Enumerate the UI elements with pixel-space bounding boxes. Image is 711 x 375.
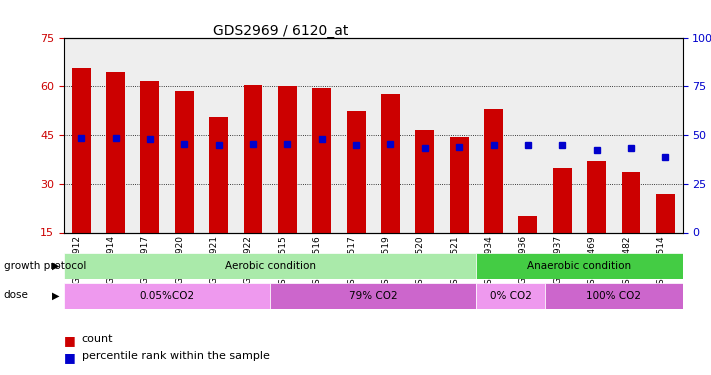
Bar bbox=[106, 72, 125, 232]
Bar bbox=[141, 81, 159, 232]
Text: Anaerobic condition: Anaerobic condition bbox=[528, 261, 631, 271]
Text: GDS2969 / 6120_at: GDS2969 / 6120_at bbox=[213, 24, 348, 38]
Bar bbox=[312, 88, 331, 232]
Bar bbox=[621, 172, 641, 232]
Bar bbox=[278, 86, 296, 232]
Text: count: count bbox=[82, 334, 113, 344]
Bar bbox=[553, 168, 572, 232]
Bar bbox=[656, 194, 675, 232]
Bar bbox=[64, 283, 270, 309]
Bar bbox=[518, 216, 538, 232]
Bar bbox=[175, 91, 193, 232]
Bar bbox=[72, 68, 90, 232]
Text: percentile rank within the sample: percentile rank within the sample bbox=[82, 351, 269, 361]
Bar bbox=[64, 253, 476, 279]
Bar bbox=[270, 283, 476, 309]
Bar bbox=[347, 111, 365, 232]
Text: 0% CO2: 0% CO2 bbox=[490, 291, 532, 301]
Text: 100% CO2: 100% CO2 bbox=[587, 291, 641, 301]
Bar bbox=[415, 130, 434, 232]
Bar bbox=[476, 283, 545, 309]
Text: ▶: ▶ bbox=[51, 291, 59, 300]
Text: ▶: ▶ bbox=[51, 261, 59, 271]
Text: Aerobic condition: Aerobic condition bbox=[225, 261, 316, 271]
Bar bbox=[209, 117, 228, 232]
Text: ■: ■ bbox=[64, 351, 76, 364]
Bar bbox=[587, 161, 606, 232]
Bar bbox=[244, 85, 262, 232]
Bar bbox=[381, 94, 400, 232]
Bar bbox=[545, 283, 683, 309]
Text: growth protocol: growth protocol bbox=[4, 261, 86, 271]
Text: 79% CO2: 79% CO2 bbox=[349, 291, 397, 301]
Text: ■: ■ bbox=[64, 334, 76, 347]
Bar bbox=[484, 109, 503, 232]
Text: 0.05%CO2: 0.05%CO2 bbox=[139, 291, 195, 301]
Text: dose: dose bbox=[4, 291, 28, 300]
Bar bbox=[450, 136, 469, 232]
Bar bbox=[476, 253, 683, 279]
